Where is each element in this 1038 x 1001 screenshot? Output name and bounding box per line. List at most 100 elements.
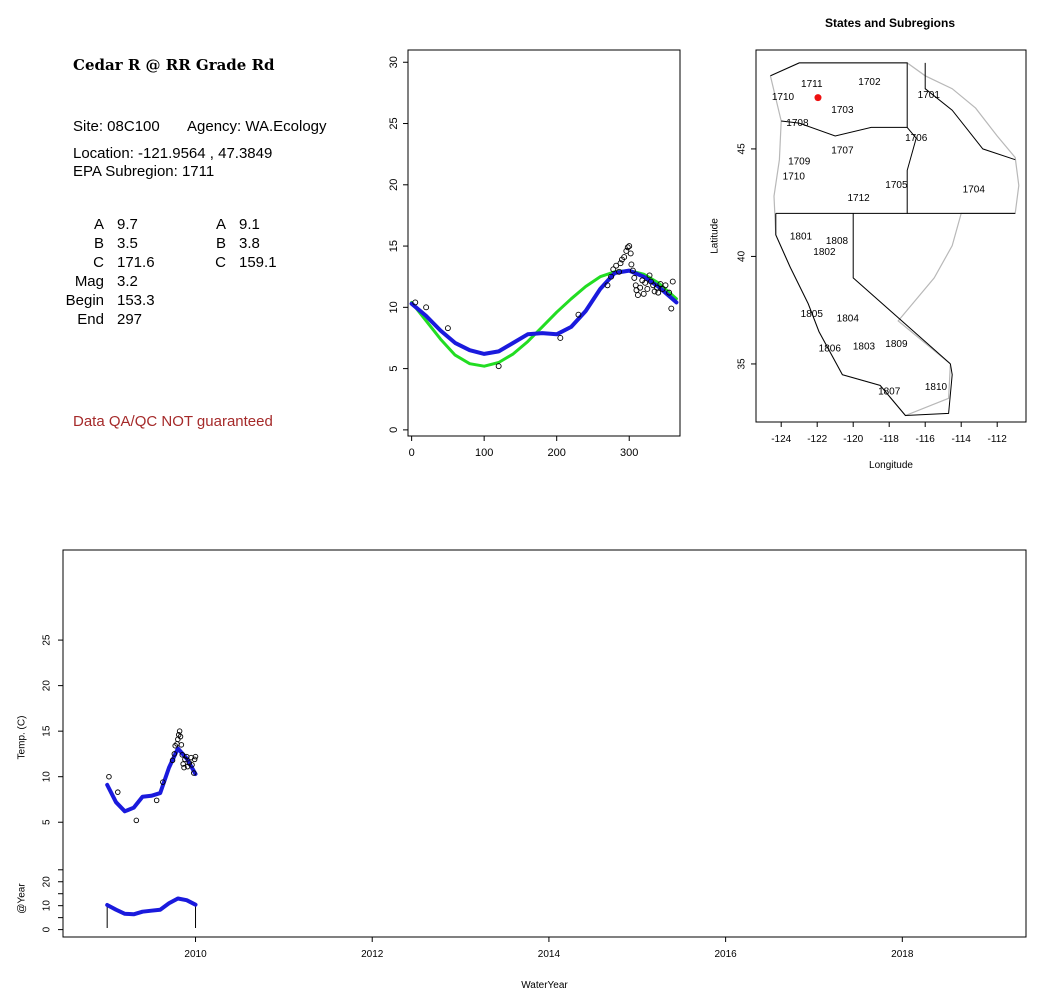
- subregion-label: 1703: [831, 105, 854, 116]
- x-tick-label: 0: [409, 447, 415, 459]
- ts-data-point: [160, 779, 166, 785]
- param-value: 297: [117, 311, 143, 328]
- site-marker: [814, 94, 822, 102]
- map-x-tick-label: -122: [807, 434, 827, 445]
- ts-data-point: [106, 773, 112, 780]
- seasonal-chart: 0 100 200 300 0 5 10 15 20 25 30: [388, 49, 681, 459]
- map-y-axis-label: Latitude: [710, 218, 721, 254]
- param-value: 3.2: [117, 273, 138, 290]
- subregion-label: 1801: [790, 232, 813, 243]
- data-point: [633, 287, 640, 294]
- ts-x-tick-label: 2010: [184, 949, 207, 960]
- data-point: [628, 261, 635, 268]
- subregion-label: 1804: [837, 313, 860, 324]
- y-tick-label: 0: [388, 427, 400, 433]
- param-label: A: [93, 216, 104, 233]
- subregion-label: 1708: [786, 118, 809, 129]
- subregion-map: -124 -122 -120 -118 -116 -114 -112 35 40 45 Longit…: [710, 49, 1027, 471]
- param-label: C: [93, 254, 104, 271]
- smooth-fit-line: [409, 268, 679, 356]
- subregion-label: EPA Subregion: 1711: [73, 163, 215, 180]
- subregion-label: 1805: [801, 309, 824, 320]
- subregion-label: 1710: [783, 172, 806, 183]
- state-boundary: [770, 62, 917, 214]
- location-label: Location: -121.9564 , 47.3849: [73, 145, 273, 162]
- data-point: [644, 286, 651, 292]
- map-x-tick-label: -118: [880, 434, 900, 445]
- ts-data-point: [181, 764, 187, 771]
- param-row: C 171.6: [58, 254, 155, 273]
- data-point: [629, 267, 636, 274]
- x-tick-label: 200: [548, 447, 566, 459]
- ts-data-point: [115, 789, 121, 795]
- map-title: States and Subregions: [824, 16, 956, 30]
- ts-data-point: [179, 752, 186, 758]
- data-point: [557, 335, 564, 341]
- sine-fit-line: [410, 269, 678, 368]
- map-x-tick-label: -124: [771, 434, 791, 445]
- ts-data-point: [191, 756, 198, 763]
- data-point: [655, 289, 662, 296]
- data-point: [668, 305, 675, 312]
- data-point: [423, 304, 430, 311]
- param-row: A 9.7: [58, 216, 155, 235]
- y-tick-label: 5: [388, 366, 400, 372]
- param-row: B 3.5: [58, 235, 155, 254]
- param-label: A: [215, 216, 226, 233]
- ts-bottom-y-axis-label: @Year: [17, 883, 28, 914]
- data-point: [412, 299, 419, 306]
- ts-x-tick-label: 2014: [538, 949, 561, 960]
- x-tick-label: 100: [475, 447, 493, 459]
- fit-params-right: A 9.1 B 3.8 C 159.1: [180, 216, 277, 273]
- param-row: B 3.8: [180, 235, 277, 254]
- ts-data-point: [192, 753, 199, 760]
- ts-x-axis-label: WaterYear: [521, 980, 568, 991]
- ts-x-tick-label: 2018: [891, 949, 914, 960]
- data-point: [610, 266, 617, 273]
- y-tick-label: 15: [388, 240, 400, 252]
- ts-year-line: [105, 896, 198, 917]
- data-point: [659, 286, 666, 292]
- fit-params-left: A 9.7 B 3.5 C 171.6 Mag 3.2 Begin 153.3 End 29…: [58, 216, 155, 330]
- data-point: [662, 282, 669, 289]
- subregion-label: 1711: [801, 79, 823, 90]
- subregion-label: 1807: [878, 387, 901, 398]
- data-point: [646, 272, 653, 279]
- data-point: [627, 250, 634, 257]
- data-point: [669, 278, 676, 285]
- data-point: [621, 254, 628, 261]
- data-point: [666, 289, 673, 296]
- x-tick-label: 300: [620, 447, 638, 459]
- data-point: [626, 243, 633, 250]
- param-value: 9.1: [239, 216, 260, 233]
- ts-data-point: [180, 761, 186, 767]
- site-id-label: Site: 08C100: [73, 118, 160, 135]
- data-point: [613, 262, 620, 269]
- param-label: End: [77, 311, 104, 328]
- data-point: [642, 279, 649, 286]
- agency-label: Agency: WA.Ecology: [187, 118, 327, 135]
- param-row: Mag 3.2: [58, 273, 155, 292]
- time-series-chart: 2010 2012 2014 2016 2018WaterYear510152025Te…: [17, 549, 1027, 991]
- ts-frame: [62, 549, 1027, 938]
- subregion-label: 1704: [963, 184, 986, 195]
- y-tick-label: 25: [388, 117, 400, 129]
- data-point: [575, 311, 582, 318]
- param-value: 171.6: [117, 254, 155, 271]
- ts-data-point: [189, 762, 195, 768]
- site-title: Cedar R @ RR Grade Rd: [73, 56, 275, 74]
- y-tick-label: 20: [388, 179, 400, 191]
- ts-data-point: [178, 742, 185, 748]
- data-point: [640, 290, 647, 297]
- ts-data-point: [169, 757, 176, 764]
- subregion-label: 1806: [819, 344, 842, 355]
- param-value: 9.7: [117, 216, 138, 233]
- param-row: Begin 153.3: [58, 292, 155, 311]
- ts-top-y-tick-label: 25: [42, 634, 53, 646]
- ts-top-y-axis-label: Temp. (C): [17, 716, 28, 760]
- param-label: B: [93, 235, 104, 252]
- subregion-label: 1810: [925, 382, 948, 393]
- subregion-label: 1803: [853, 341, 876, 352]
- subregion-label: 1701: [918, 90, 941, 101]
- param-row: A 9.1: [180, 216, 277, 235]
